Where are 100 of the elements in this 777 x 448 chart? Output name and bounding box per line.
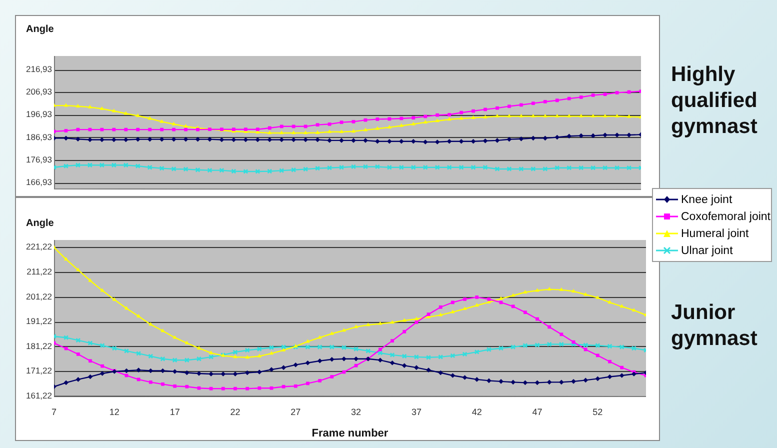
point (510, 344, 516, 350)
point (596, 354, 600, 358)
point (542, 166, 548, 172)
point (626, 165, 632, 170)
y-tick-label: 216,93 (26, 64, 52, 74)
point (328, 122, 332, 126)
point (487, 298, 491, 301)
point (522, 380, 528, 386)
point (135, 136, 140, 142)
point (64, 380, 68, 386)
point (88, 359, 92, 363)
point (546, 380, 552, 385)
point (400, 116, 404, 120)
point (136, 113, 140, 117)
point (280, 130, 284, 134)
point (88, 128, 92, 132)
point (536, 317, 539, 321)
x-tick-label: 32 (351, 406, 362, 417)
point (303, 130, 308, 134)
point (535, 288, 540, 292)
point (112, 128, 116, 132)
point (596, 295, 600, 299)
point (135, 163, 140, 169)
point (147, 164, 152, 170)
point (148, 380, 152, 384)
point (294, 384, 298, 388)
point (494, 138, 500, 143)
point (595, 376, 600, 382)
point (583, 378, 588, 383)
point (112, 346, 117, 351)
point (619, 344, 624, 350)
point (543, 114, 548, 118)
x-tick-label: 12 (109, 406, 120, 417)
point (414, 320, 418, 324)
point (293, 362, 298, 368)
point (279, 137, 284, 142)
point (231, 168, 236, 174)
point (447, 116, 452, 121)
point (243, 168, 248, 174)
point (147, 136, 152, 142)
point (390, 339, 394, 343)
point (342, 328, 346, 332)
y-tick-label: 166,93 (26, 177, 52, 188)
point (171, 136, 176, 142)
point (510, 380, 516, 385)
point (608, 360, 612, 364)
point (246, 386, 250, 390)
point (387, 124, 392, 129)
point (281, 344, 286, 350)
point (159, 166, 164, 171)
point (602, 114, 608, 118)
point (292, 124, 296, 128)
point (376, 117, 380, 121)
point (375, 138, 380, 144)
point (374, 164, 380, 170)
point (496, 106, 499, 110)
point (414, 316, 419, 320)
point (291, 167, 296, 172)
point (446, 138, 452, 144)
point (450, 373, 456, 378)
point (294, 344, 298, 348)
point (450, 310, 455, 314)
point (486, 346, 492, 352)
point (559, 380, 564, 385)
point (173, 384, 177, 388)
point (482, 138, 488, 144)
point (435, 118, 440, 122)
point (124, 368, 129, 374)
point (603, 92, 607, 96)
point (462, 375, 468, 380)
point (559, 287, 564, 291)
point (555, 98, 559, 102)
point (434, 164, 440, 170)
point (184, 370, 190, 376)
point (245, 355, 250, 359)
text: Junior gymnast (671, 300, 758, 352)
point (160, 119, 164, 123)
point (207, 168, 212, 173)
point (615, 90, 619, 94)
point (554, 165, 560, 170)
point (315, 166, 320, 171)
point (571, 288, 576, 292)
point (124, 128, 128, 132)
point (244, 348, 250, 353)
point (136, 314, 141, 318)
point (148, 368, 154, 374)
point (414, 354, 419, 360)
point (507, 114, 512, 118)
point (548, 325, 552, 329)
point (560, 332, 564, 336)
point (511, 304, 515, 308)
point (159, 136, 164, 142)
point (267, 168, 272, 174)
point (590, 165, 596, 170)
point (64, 346, 68, 350)
point (184, 358, 190, 363)
point (424, 114, 428, 118)
point (620, 304, 624, 308)
point (446, 164, 452, 170)
point (410, 164, 416, 170)
